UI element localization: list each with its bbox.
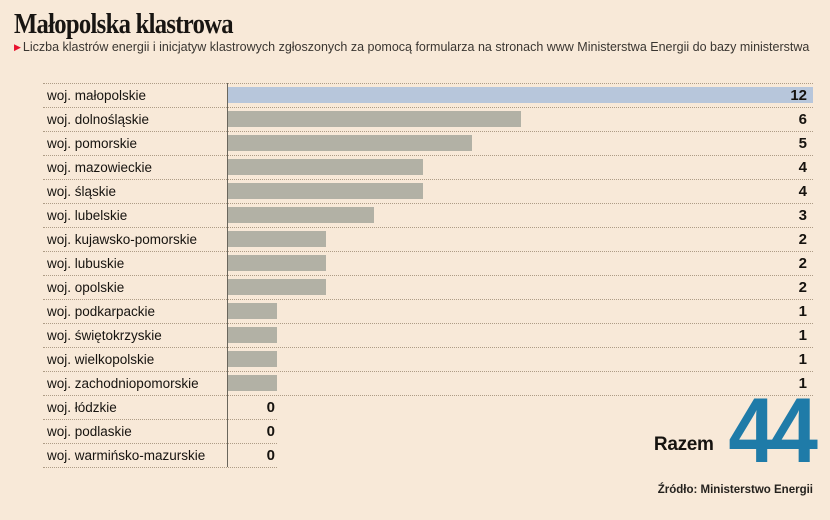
chart-row: woj. wielkopolskie 1 xyxy=(43,347,813,371)
row-bar xyxy=(228,255,326,271)
row-label: woj. śląskie xyxy=(47,184,117,199)
row-separator xyxy=(43,371,813,372)
chart-row: woj. lubelskie 3 xyxy=(43,203,813,227)
row-value: 0 xyxy=(266,447,275,464)
row-value: 1 xyxy=(798,303,807,320)
row-label: woj. dolnośląskie xyxy=(47,112,150,127)
row-value: 2 xyxy=(798,255,807,272)
chart-subtitle: ▶ Liczba klastrów energii i inicjatyw kla… xyxy=(14,40,809,54)
row-separator xyxy=(43,419,277,420)
row-label: woj. świętokrzyskie xyxy=(47,328,162,343)
chart-row: woj. świętokrzyskie 1 xyxy=(43,323,813,347)
total-block: Razem 44 xyxy=(653,380,818,482)
row-bar xyxy=(228,279,326,295)
chart-row: woj. warmińsko-mazurskie 0 xyxy=(43,443,813,467)
chart-row: woj. małopolskie 12 xyxy=(43,83,813,107)
row-bar xyxy=(228,159,423,175)
row-bar xyxy=(228,87,813,103)
row-value: 4 xyxy=(798,183,807,200)
bar-chart: woj. małopolskie 12 woj. dolnośląskie 6 woj.… xyxy=(43,83,813,468)
row-label: woj. małopolskie xyxy=(47,88,147,103)
row-separator xyxy=(43,347,813,348)
row-label: woj. opolskie xyxy=(47,280,125,295)
row-label: woj. kujawsko-pomorskie xyxy=(47,232,198,247)
row-label: woj. warmińsko-mazurskie xyxy=(47,448,206,463)
row-value: 2 xyxy=(798,279,807,296)
row-value: 4 xyxy=(798,159,807,176)
bullet-arrow-icon: ▶ xyxy=(14,42,21,52)
row-value: 6 xyxy=(798,111,807,128)
row-label: woj. lubelskie xyxy=(47,208,128,223)
row-label: woj. podkarpackie xyxy=(47,304,156,319)
row-separator xyxy=(43,467,277,468)
total-label: Razem xyxy=(653,434,714,456)
row-bar xyxy=(228,231,326,247)
row-bar xyxy=(228,351,277,367)
row-value: 1 xyxy=(798,327,807,344)
chart-row: woj. łódzkie 0 xyxy=(43,395,813,419)
page-title: Małopolska klastrowa xyxy=(14,9,234,40)
row-label: woj. mazowieckie xyxy=(47,160,153,175)
chart-row: woj. pomorskie 5 xyxy=(43,131,813,155)
row-value: 0 xyxy=(266,399,275,416)
row-bar xyxy=(228,135,472,151)
row-value: 5 xyxy=(798,135,807,152)
row-label: woj. zachodniopomorskie xyxy=(47,376,199,391)
chart-row: woj. mazowieckie 4 xyxy=(43,155,813,179)
row-value: 0 xyxy=(266,423,275,440)
row-label: woj. podlaskie xyxy=(47,424,132,439)
row-separator xyxy=(43,155,813,156)
axis-baseline xyxy=(227,83,228,467)
row-bar xyxy=(228,183,423,199)
row-separator xyxy=(43,299,813,300)
row-separator xyxy=(43,251,813,252)
row-bar xyxy=(228,111,521,127)
row-separator xyxy=(43,227,813,228)
chart-row: woj. zachodniopomorskie 1 xyxy=(43,371,813,395)
row-separator xyxy=(43,131,813,132)
row-label: woj. lubuskie xyxy=(47,256,125,271)
row-label: woj. pomorskie xyxy=(47,136,138,151)
chart-row: woj. podlaskie 0 xyxy=(43,419,813,443)
chart-row: woj. opolskie 2 xyxy=(43,275,813,299)
row-value: 1 xyxy=(798,351,807,368)
chart-row: woj. kujawsko-pomorskie 2 xyxy=(43,227,813,251)
row-separator xyxy=(43,323,813,324)
row-separator xyxy=(43,179,813,180)
row-separator xyxy=(43,203,813,204)
row-value: 2 xyxy=(798,231,807,248)
chart-row: woj. lubuskie 2 xyxy=(43,251,813,275)
chart-row: woj. dolnośląskie 6 xyxy=(43,107,813,131)
chart-row: woj. podkarpackie 1 xyxy=(43,299,813,323)
row-value: 1 xyxy=(798,375,807,392)
row-separator xyxy=(43,275,813,276)
total-value: 44 xyxy=(728,380,818,482)
row-value: 3 xyxy=(798,207,807,224)
row-value: 12 xyxy=(790,87,807,104)
row-bar xyxy=(228,207,375,223)
row-label: woj. łódzkie xyxy=(47,400,117,415)
row-separator xyxy=(43,443,277,444)
chart-rows: woj. małopolskie 12 woj. dolnośląskie 6 woj.… xyxy=(43,83,813,467)
row-bar xyxy=(228,303,277,319)
row-bar xyxy=(228,327,277,343)
source-credit: Źródło: Ministerstwo Energii xyxy=(657,484,813,496)
row-separator xyxy=(43,395,813,396)
chart-row: woj. śląskie 4 xyxy=(43,179,813,203)
row-separator xyxy=(43,83,813,84)
row-bar xyxy=(228,375,277,391)
chart-subtitle-text: Liczba klastrów energii i inicjatyw klas… xyxy=(22,40,810,54)
row-separator xyxy=(43,107,813,108)
row-label: woj. wielkopolskie xyxy=(47,352,155,367)
